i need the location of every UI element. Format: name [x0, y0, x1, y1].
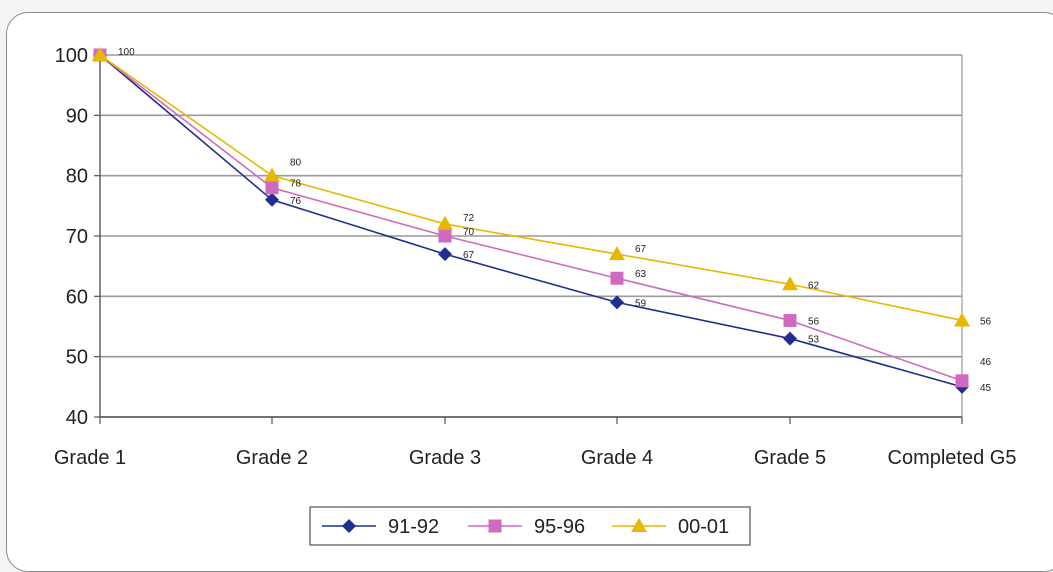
data-label: 70 [463, 227, 475, 238]
legend-label: 95-96 [534, 516, 585, 538]
marker-square [438, 229, 452, 243]
y-tick-label: 70 [66, 226, 88, 248]
series-line-91-92 [99, 54, 963, 388]
data-label: 59 [635, 298, 647, 309]
legend-item-91-92: 91-92 [322, 516, 439, 538]
legend-item-95-96: 95-96 [468, 516, 585, 538]
x-tick-label: Grade 4 [581, 447, 653, 469]
data-label: 53 [808, 335, 820, 346]
data-label: 63 [635, 269, 647, 280]
marker-diamond [265, 192, 279, 207]
x-tick-label: Grade 2 [236, 447, 308, 469]
marker-diamond [438, 247, 452, 262]
data-label: 56 [808, 316, 820, 327]
y-tick-label: 40 [66, 407, 88, 429]
series-lines [99, 54, 963, 388]
legend-label: 91-92 [388, 516, 439, 538]
data-label: 62 [808, 280, 820, 291]
series-line-00-01 [99, 54, 963, 322]
marker-square [265, 181, 279, 195]
marker-diamond [342, 519, 356, 533]
legend: 91-92 95-96 00-01 [309, 506, 751, 546]
legend-box [309, 506, 751, 546]
x-tick-label: Grade 3 [409, 447, 481, 469]
x-axis: Grade 1 Grade 2 Grade 3 Grade 4 Grade 5 Compl… [54, 416, 1017, 469]
y-tick-label: 80 [66, 166, 88, 188]
data-labels: 100 76 67 59 53 45 78 70 63 56 46 80 72 67 62 56 [118, 47, 992, 394]
series-markers [92, 47, 970, 394]
marker-square [610, 271, 624, 285]
data-label: 78 [290, 179, 302, 190]
data-label: 100 [118, 47, 135, 58]
marker-triangle [264, 167, 280, 182]
legend-label: 00-01 [678, 516, 729, 538]
legend-item-00-01: 00-01 [612, 516, 729, 538]
y-tick-label: 90 [66, 105, 88, 127]
data-label: 56 [980, 316, 992, 327]
x-tick-label: Grade 1 [54, 447, 126, 469]
marker-diamond [610, 295, 624, 310]
y-tick-label: 60 [66, 286, 88, 308]
data-label: 45 [980, 383, 992, 394]
marker-triangle [782, 276, 798, 291]
x-tick-label: Completed G5 [888, 447, 1017, 469]
x-tick-label: Grade 5 [754, 447, 826, 469]
data-label: 72 [463, 213, 475, 224]
marker-triangle [92, 47, 108, 61]
y-tick-label: 100 [55, 45, 88, 67]
data-label: 46 [980, 357, 992, 368]
y-axis: 40 50 60 70 80 90 100 [55, 45, 101, 429]
data-label: 80 [290, 158, 302, 169]
marker-triangle [609, 246, 625, 261]
data-label: 76 [290, 196, 302, 207]
series-line-95-96 [99, 54, 963, 382]
marker-square [955, 374, 969, 388]
marker-triangle [437, 215, 453, 230]
marker-triangle [954, 312, 970, 327]
marker-square [783, 313, 797, 327]
marker-square [488, 519, 502, 533]
marker-triangle [631, 518, 647, 532]
marker-diamond [783, 331, 797, 346]
y-tick-label: 50 [66, 347, 88, 369]
data-label: 67 [635, 244, 647, 255]
data-label: 67 [463, 250, 475, 261]
